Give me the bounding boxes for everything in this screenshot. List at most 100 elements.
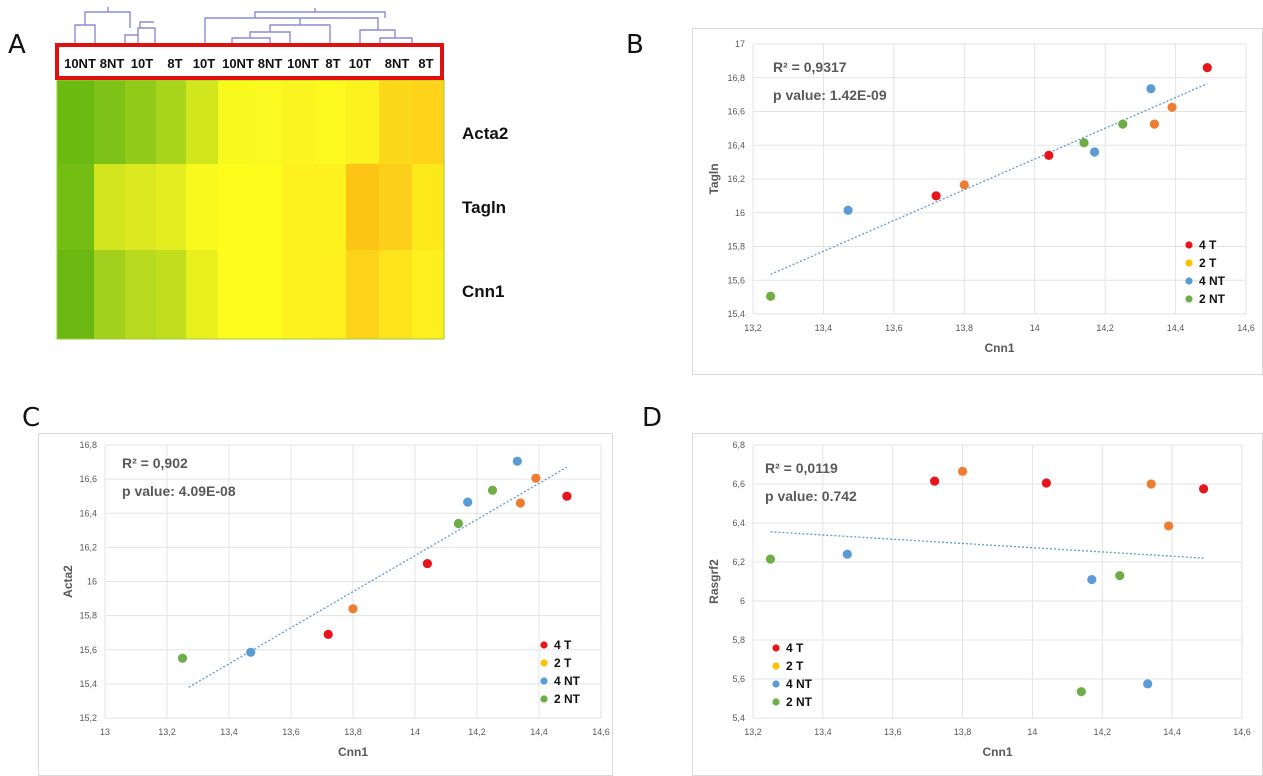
data-point xyxy=(562,491,572,501)
y-tick-label: 6,4 xyxy=(732,518,745,528)
y-tick-label: 15,6 xyxy=(79,645,97,655)
panel-letter-d: D xyxy=(642,403,663,433)
y-axis-title: Tagln xyxy=(707,163,721,194)
x-tick-label: 14,6 xyxy=(1237,323,1255,333)
heatmap-cell xyxy=(314,80,347,165)
data-point xyxy=(422,558,432,569)
x-axis-title: Cnn1 xyxy=(338,745,368,759)
data-point xyxy=(959,180,969,190)
heatmap-cell xyxy=(412,250,445,340)
y-tick-label: 15,4 xyxy=(79,679,97,689)
heatmap-cell xyxy=(125,250,157,340)
legend-label: 4 T xyxy=(1199,238,1217,252)
heatmap-cell xyxy=(346,250,380,340)
heatmap-cell xyxy=(94,250,126,340)
column-label: 8NT xyxy=(258,56,283,71)
y-tick-label: 6 xyxy=(740,596,745,606)
x-tick-label: 13,2 xyxy=(744,323,762,333)
dendrogram-branch xyxy=(231,37,271,45)
chart-frame xyxy=(692,433,1263,776)
column-label: 10T xyxy=(131,56,153,71)
data-point xyxy=(246,647,256,657)
x-tick-label: 13,6 xyxy=(885,323,903,333)
heatmap-cell xyxy=(346,164,380,251)
heatmap-cell xyxy=(186,164,219,251)
y-tick-label: 16,2 xyxy=(79,542,97,552)
heatmap-cell xyxy=(379,80,413,165)
data-point xyxy=(957,466,968,476)
heatmap-cell xyxy=(218,164,251,251)
y-tick-label: 15,8 xyxy=(727,242,745,252)
heatmap-cell xyxy=(218,80,251,165)
x-tick-label: 14,2 xyxy=(1094,727,1112,737)
heatmap-cell xyxy=(379,164,413,251)
r-squared-label: R² = 0,9317 xyxy=(773,59,847,75)
data-point xyxy=(1087,574,1097,585)
y-tick-label: 16,2 xyxy=(727,174,745,184)
heatmap-cell xyxy=(57,164,95,251)
legend-label: 2 T xyxy=(1199,256,1217,270)
x-tick-label: 13,2 xyxy=(158,727,176,737)
x-axis-title: Cnn1 xyxy=(983,745,1013,759)
y-tick-label: 16,8 xyxy=(727,73,745,83)
legend-marker xyxy=(772,662,780,670)
heatmap-cell xyxy=(412,164,445,251)
legend-marker xyxy=(540,677,548,685)
y-tick-label: 15,2 xyxy=(79,713,97,723)
legend-marker xyxy=(1185,295,1193,303)
heatmap-cell xyxy=(156,80,187,165)
data-point xyxy=(1149,119,1160,129)
y-tick-label: 6,2 xyxy=(732,557,745,567)
dendrogram-branch xyxy=(74,24,96,45)
column-label: 10T xyxy=(193,56,215,71)
heatmap-cell xyxy=(156,164,187,251)
row-label: Acta2 xyxy=(462,124,508,143)
legend-label: 2 T xyxy=(554,656,572,670)
r-squared-label: R² = 0,902 xyxy=(122,455,188,471)
heatmap-cell xyxy=(379,250,413,340)
data-point xyxy=(463,497,473,507)
data-point xyxy=(1146,479,1156,489)
heatmap-cell xyxy=(346,80,380,165)
column-label: 10NT xyxy=(222,56,254,71)
x-tick-label: 13,4 xyxy=(220,727,238,737)
x-tick-label: 14,6 xyxy=(592,727,610,737)
heatmap-cell xyxy=(186,80,219,165)
x-tick-label: 14,2 xyxy=(1096,323,1114,333)
y-tick-label: 17 xyxy=(735,39,745,49)
legend-marker xyxy=(772,644,780,652)
dendrogram-branch xyxy=(137,27,156,45)
x-tick-label: 13,8 xyxy=(956,323,974,333)
data-point xyxy=(931,191,941,201)
heatmap-cell xyxy=(282,250,315,340)
data-point xyxy=(766,291,776,301)
x-tick-label: 13,8 xyxy=(954,727,972,737)
data-point xyxy=(512,456,522,466)
column-label: 10NT xyxy=(64,56,96,71)
y-axis-title: Acta2 xyxy=(61,565,75,598)
scatter-chart-acta2-vs-cnn1: 13 13,2 13,4 13,6 13,8 14 14,2 14,4 14,6 15,2 15,4… xyxy=(38,433,613,776)
heatmap-cell xyxy=(218,250,251,340)
scatter-chart-tagln-vs-cnn1: 13,2 13,4 13,6 13,8 14 14,2 14,4 14,6 15,4 15,6 15… xyxy=(692,28,1263,375)
heatmap-cell xyxy=(94,164,126,251)
data-point xyxy=(765,554,776,564)
x-tick-label: 13 xyxy=(100,727,110,737)
dendrogram-branch xyxy=(139,21,154,28)
data-point xyxy=(1164,521,1174,531)
row-label: Tagln xyxy=(462,198,506,217)
data-point xyxy=(1076,687,1086,697)
scatter-chart-rasgrf2-vs-cnn1: 13,2 13,4 13,6 13,8 14 14,2 14,4 14,6 5,4 5,6 5,8 6… xyxy=(692,433,1263,776)
y-tick-label: 5,6 xyxy=(732,674,745,684)
y-axis-title: Rasgrf2 xyxy=(707,559,721,604)
x-tick-label: 13,4 xyxy=(815,323,833,333)
legend-label: 2 NT xyxy=(554,692,581,706)
dendrogram-branch xyxy=(379,37,413,45)
heatmap-cell xyxy=(250,80,283,165)
heatmap-cell xyxy=(186,250,219,340)
data-point xyxy=(487,485,498,495)
data-point xyxy=(1118,119,1128,129)
x-tick-label: 14,4 xyxy=(530,727,548,737)
heatmap-cell xyxy=(314,250,347,340)
legend-label: 4 NT xyxy=(554,674,581,688)
data-point xyxy=(1079,138,1089,148)
